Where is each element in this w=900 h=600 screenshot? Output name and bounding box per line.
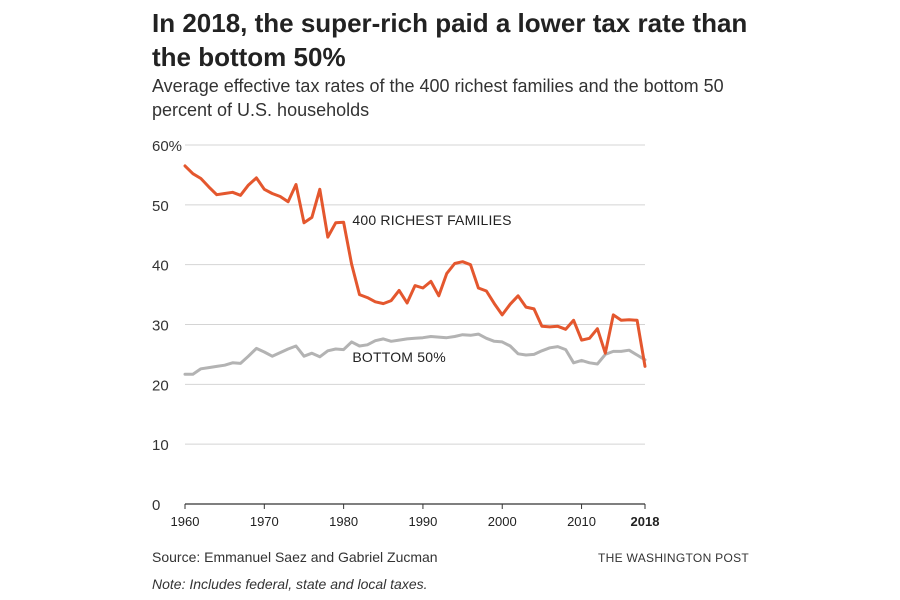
y-tick-label: 30 [152, 318, 169, 335]
y-tick-label: 10 [152, 437, 169, 454]
y-tick-label: 40 [152, 258, 169, 275]
y-tick-label: 50 [152, 198, 169, 215]
x-tick-label: 1970 [250, 514, 279, 529]
x-tick-label: 2010 [567, 514, 596, 529]
series-label: BOTTOM 50% [352, 349, 446, 365]
y-tick-label: 0 [152, 497, 160, 514]
series-line-bottom-50 [183, 332, 647, 376]
x-tick-label: 2000 [488, 514, 517, 529]
chart-title: In 2018, the super-rich paid a lower tax… [152, 8, 748, 72]
x-tick-label: 1980 [329, 514, 358, 529]
x-tick-label: 1960 [171, 514, 200, 529]
footnote: Note: Includes federal, state and local … [152, 576, 428, 592]
source-note: Source: Emmanuel Saez and Gabriel Zucman [152, 549, 438, 565]
series-label: 400 RICHEST FAMILIES [352, 212, 511, 228]
chart-subtitle: Average effective tax rates of the 400 r… [152, 76, 724, 120]
x-tick-label: 1990 [408, 514, 437, 529]
y-tick-label: 20 [152, 377, 169, 394]
series-line-richest-400 [183, 164, 647, 368]
x-tick-label: 2018 [631, 514, 660, 529]
publisher-credit: THE WASHINGTON POST [598, 551, 750, 565]
y-tick-label: 60% [152, 138, 182, 155]
